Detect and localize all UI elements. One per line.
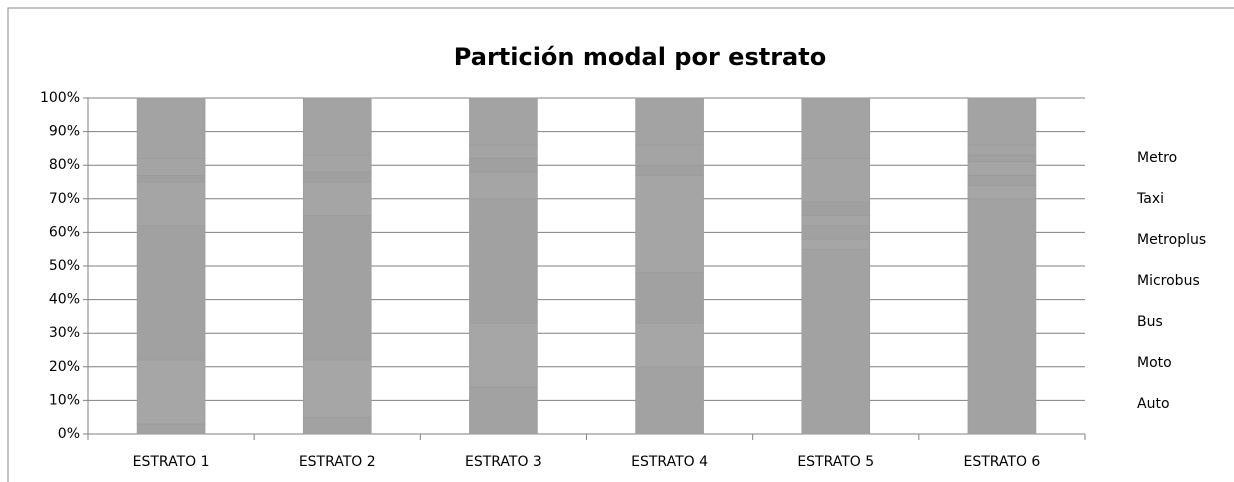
bar-segment xyxy=(967,154,1037,163)
bar-segment xyxy=(469,158,538,173)
chart-frame xyxy=(7,7,1234,482)
x-tick-label: ESTRATO 4 xyxy=(631,454,708,470)
legend-label: Metroplus xyxy=(1137,232,1206,248)
y-tick-label: 70% xyxy=(49,191,80,207)
bar-segment xyxy=(801,97,871,159)
y-tick-label: 60% xyxy=(49,224,80,240)
bar-segment xyxy=(136,158,206,176)
bar-segment xyxy=(967,144,1037,156)
bar-segment xyxy=(635,322,704,368)
bar-segment xyxy=(136,423,206,435)
bar-segment xyxy=(635,272,704,324)
y-tick-label: 80% xyxy=(49,157,80,173)
chart-title: Partición modal por estrato xyxy=(454,43,826,71)
bar-segment xyxy=(302,97,372,156)
bar-segment xyxy=(801,215,871,226)
y-tick-label: 40% xyxy=(49,292,80,308)
bar-segment xyxy=(136,225,206,361)
bar-segment xyxy=(635,97,704,146)
y-tick-label: 0% xyxy=(58,426,80,442)
bar-segment xyxy=(801,248,871,435)
legend-label: Metro xyxy=(1137,150,1177,166)
legend-label: Bus xyxy=(1137,314,1163,330)
bar-segment xyxy=(302,181,372,216)
bar-segment xyxy=(635,174,704,274)
y-tick-label: 90% xyxy=(49,124,80,140)
bar-segment xyxy=(469,97,538,146)
bar-segment xyxy=(469,322,538,388)
legend-label: Microbus xyxy=(1137,273,1200,289)
bar-segment xyxy=(635,366,704,435)
bar-segment xyxy=(136,174,206,183)
bar-segment xyxy=(801,201,871,216)
bar-segment xyxy=(302,171,372,183)
y-tick-label: 50% xyxy=(49,258,80,274)
bar-segment xyxy=(302,154,372,173)
bar-segment xyxy=(469,386,538,435)
bar-segment xyxy=(967,161,1037,176)
x-tick-label: ESTRATO 6 xyxy=(963,454,1040,470)
x-tick-label: ESTRATO 3 xyxy=(465,454,542,470)
bar-segment xyxy=(635,164,704,176)
bar-segment xyxy=(136,97,206,159)
y-tick-label: 100% xyxy=(40,90,80,106)
bar-segment xyxy=(469,171,538,200)
bar-segment xyxy=(967,97,1037,146)
bar-segment xyxy=(302,359,372,418)
legend-label: Auto xyxy=(1137,396,1170,412)
bar-segment xyxy=(469,198,538,324)
bar-segment xyxy=(801,238,871,250)
bar-segment xyxy=(801,225,871,240)
bar-segment xyxy=(801,158,871,203)
x-tick-label: ESTRATO 1 xyxy=(133,454,210,470)
bar-segment xyxy=(469,144,538,159)
bar-segment xyxy=(136,181,206,226)
y-tick-label: 30% xyxy=(49,325,80,341)
x-tick-label: ESTRATO 5 xyxy=(797,454,874,470)
bar-segment xyxy=(136,359,206,425)
legend-label: Taxi xyxy=(1136,191,1164,207)
y-tick-label: 10% xyxy=(49,392,80,408)
x-tick-label: ESTRATO 2 xyxy=(299,454,376,470)
bar-segment xyxy=(967,198,1037,435)
legend-label: Moto xyxy=(1137,355,1172,371)
bar-segment xyxy=(635,144,704,166)
bar-segment xyxy=(967,185,1037,200)
y-tick-label: 20% xyxy=(49,359,80,375)
bar-segment xyxy=(302,215,372,361)
bar-segment xyxy=(967,174,1037,186)
bar-segment xyxy=(302,416,372,435)
